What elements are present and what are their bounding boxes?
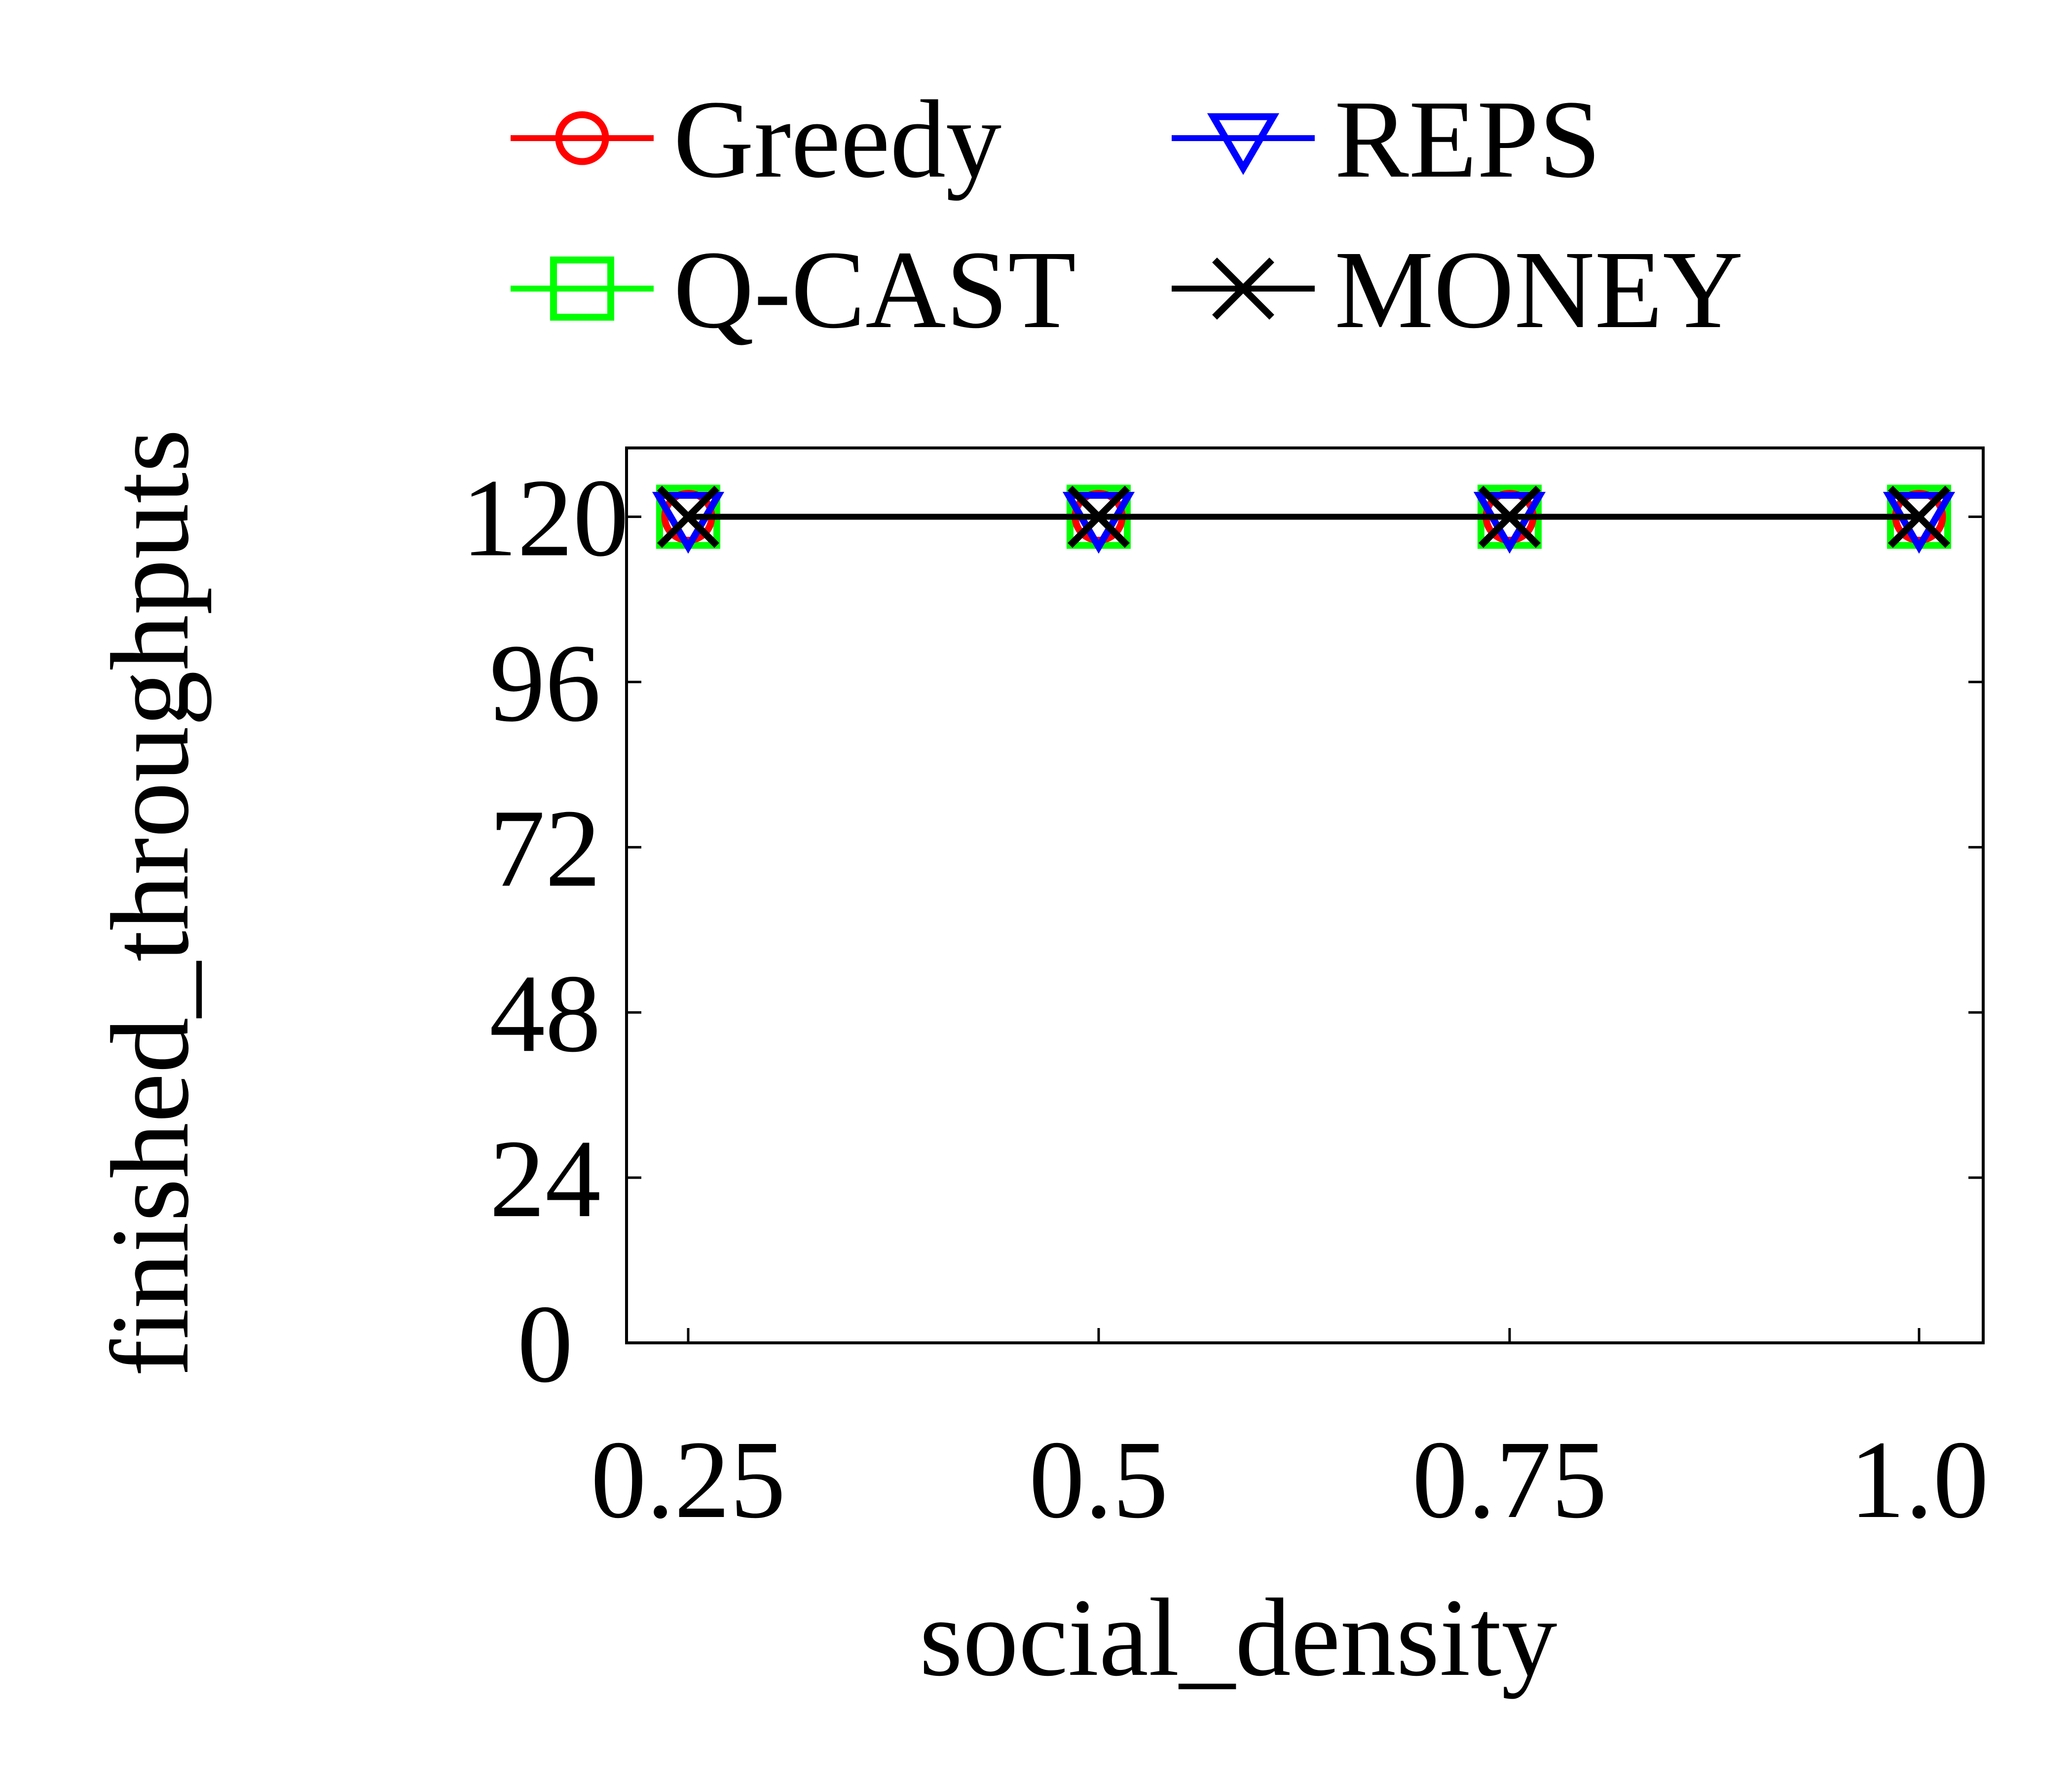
legend-label: Q-CAST (673, 228, 1076, 351)
series-layer (652, 484, 1956, 554)
data-point (652, 492, 725, 554)
y-tick-label: 96 (489, 621, 601, 744)
x-tick-label: 0.25 (591, 1418, 786, 1541)
series-money (657, 485, 1950, 548)
y-tick-label: 120 (462, 456, 629, 580)
x-tick-label: 0.5 (1029, 1418, 1169, 1541)
series-reps (652, 492, 1956, 554)
plot-area (625, 446, 1985, 1344)
legend-label: REPS (1334, 77, 1601, 201)
legend-entry-money: MONEY (1172, 228, 1743, 351)
y-tick-label: 72 (489, 786, 601, 910)
legend: Greedy REPS Q-CAST MONEY (511, 77, 1743, 351)
data-point (1207, 113, 1280, 175)
data-point-stroke (657, 485, 719, 548)
data-point-stroke (1068, 485, 1130, 548)
legend-entry-reps: REPS (1172, 77, 1601, 201)
data-point-stroke (1888, 485, 1950, 548)
legend-entry-greedy: Greedy (511, 77, 1001, 201)
y-tick-label: 0 (518, 1282, 573, 1406)
data-point-stroke (1479, 485, 1541, 548)
data-point (555, 111, 609, 165)
y-axis-title: finished_throughputs (88, 429, 212, 1377)
legend-label: MONEY (1334, 228, 1743, 351)
data-point (1883, 492, 1956, 554)
data-point (1062, 492, 1135, 554)
x-axis-title: social_density (920, 1576, 1557, 1699)
data-point (550, 257, 614, 321)
y-tick-label: 48 (489, 952, 601, 1075)
x-tick-label: 1.0 (1850, 1418, 1989, 1541)
legend-label: Greedy (673, 77, 1001, 201)
data-point-stroke (1212, 258, 1274, 320)
y-tick-label: 24 (489, 1117, 601, 1240)
data-point (1473, 492, 1546, 554)
x-tick-label: 0.75 (1412, 1418, 1607, 1541)
axis-ticks: 0 24 48 72 96 120 0.25 0.5 0.75 1.0 (462, 456, 1989, 1541)
legend-entry-q-cast: Q-CAST (511, 228, 1076, 351)
